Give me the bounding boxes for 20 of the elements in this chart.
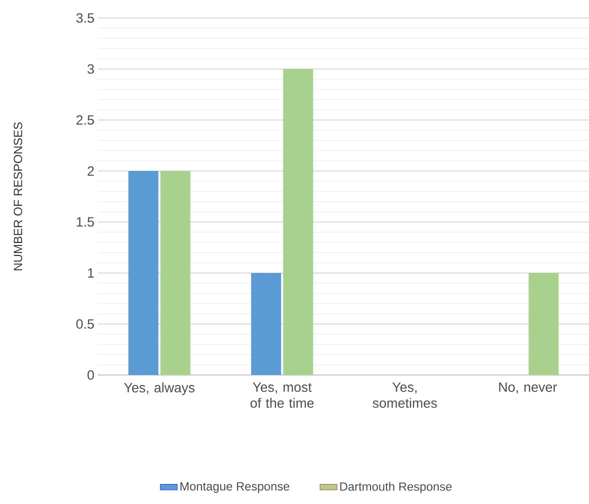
y-tick-label: 3.5 bbox=[76, 13, 94, 23]
x-tick-label: Yes, sometimes bbox=[372, 382, 437, 408]
y-tick-label: 1 bbox=[88, 268, 94, 278]
x-tick-label: No, never bbox=[499, 382, 557, 394]
y-tick-label: 3 bbox=[88, 64, 94, 74]
y-tick-label: 2.5 bbox=[76, 115, 94, 125]
bar bbox=[251, 273, 282, 375]
y-tick-label: 2 bbox=[88, 166, 94, 176]
y-tick-label: 0 bbox=[88, 370, 94, 380]
y-tick-label: 1.5 bbox=[76, 217, 94, 227]
x-tick-label: Yes, most of the time bbox=[250, 382, 314, 408]
bar bbox=[160, 171, 190, 375]
x-tick-label: Yes, always bbox=[124, 382, 195, 396]
y-axis-title: NUMBER OF RESPONSES bbox=[14, 122, 22, 270]
legend-label: Dartmouth Response bbox=[340, 482, 452, 494]
y-tick-label: 0.5 bbox=[76, 319, 94, 329]
bar bbox=[128, 171, 158, 375]
bar bbox=[528, 273, 559, 375]
legend-label: Montague Response bbox=[180, 482, 290, 493]
bar bbox=[283, 68, 314, 375]
